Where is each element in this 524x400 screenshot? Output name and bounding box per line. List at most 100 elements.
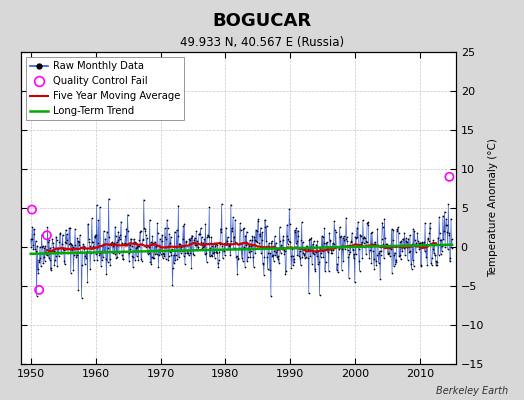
Point: [366, 247, 374, 254]
Point: [388, 270, 396, 276]
Point: [171, 256, 179, 263]
Point: [110, 242, 118, 249]
Point: [391, 256, 400, 263]
Legend: Raw Monthly Data, Quality Control Fail, Five Year Moving Average, Long-Term Tren: Raw Monthly Data, Quality Control Fail, …: [26, 57, 184, 120]
Point: [330, 218, 339, 224]
Point: [419, 244, 427, 250]
Point: [274, 256, 282, 262]
Point: [38, 243, 46, 250]
Point: [147, 261, 156, 268]
Point: [402, 244, 411, 251]
Point: [180, 253, 188, 259]
Point: [288, 246, 296, 252]
Point: [208, 253, 216, 259]
Point: [379, 241, 388, 248]
Point: [354, 218, 362, 225]
Point: [272, 248, 280, 255]
Point: [89, 243, 97, 249]
Point: [211, 254, 219, 261]
Point: [146, 216, 154, 223]
Point: [110, 240, 118, 246]
Point: [330, 240, 338, 247]
Point: [319, 254, 328, 260]
Point: [307, 234, 315, 241]
Point: [86, 266, 94, 272]
Point: [217, 229, 225, 235]
Point: [410, 228, 419, 234]
Point: [431, 252, 440, 258]
Point: [179, 236, 187, 242]
Point: [49, 244, 58, 250]
Point: [281, 271, 290, 278]
Point: [79, 245, 87, 251]
Point: [300, 252, 309, 258]
Point: [32, 248, 40, 254]
Point: [310, 251, 319, 257]
Point: [264, 250, 272, 256]
Point: [70, 242, 79, 248]
Point: [241, 264, 249, 270]
Point: [77, 249, 85, 255]
Point: [72, 252, 81, 258]
Point: [325, 230, 333, 236]
Point: [372, 262, 380, 268]
Point: [329, 247, 337, 254]
Point: [107, 240, 116, 246]
Point: [128, 253, 137, 260]
Point: [130, 236, 138, 242]
Point: [312, 241, 321, 248]
Point: [412, 240, 421, 246]
Point: [172, 244, 180, 250]
Point: [29, 242, 37, 248]
Point: [323, 239, 331, 245]
Point: [205, 253, 214, 260]
Point: [437, 236, 445, 243]
Point: [363, 239, 371, 246]
Point: [384, 250, 392, 256]
Point: [82, 254, 91, 261]
Point: [119, 248, 128, 254]
Point: [297, 262, 305, 268]
Point: [403, 239, 411, 246]
Point: [408, 257, 417, 264]
Point: [195, 230, 204, 237]
Point: [428, 262, 436, 268]
Point: [223, 234, 232, 240]
Point: [385, 245, 393, 252]
Point: [131, 257, 139, 263]
Point: [447, 245, 456, 251]
Point: [175, 241, 183, 247]
Point: [51, 252, 60, 259]
Point: [173, 233, 182, 239]
Point: [65, 225, 73, 231]
Point: [150, 238, 159, 245]
Point: [274, 253, 282, 259]
Point: [203, 234, 211, 240]
Point: [69, 267, 78, 273]
Point: [86, 250, 95, 256]
Point: [36, 254, 45, 261]
Point: [126, 241, 134, 248]
Point: [364, 219, 373, 225]
Text: Berkeley Earth: Berkeley Earth: [436, 386, 508, 396]
Point: [369, 256, 378, 262]
Point: [219, 246, 227, 253]
Point: [144, 248, 152, 254]
Point: [277, 242, 286, 249]
Point: [400, 245, 408, 252]
Point: [167, 252, 176, 258]
Point: [62, 240, 71, 247]
Point: [443, 229, 451, 236]
Point: [329, 240, 337, 246]
Point: [48, 247, 56, 253]
Point: [119, 256, 127, 262]
Point: [31, 238, 40, 244]
Point: [112, 233, 120, 240]
Point: [333, 267, 341, 274]
Point: [424, 238, 433, 244]
Point: [89, 239, 97, 245]
Point: [242, 242, 250, 248]
Point: [346, 244, 354, 250]
Point: [374, 242, 382, 248]
Point: [207, 234, 215, 240]
